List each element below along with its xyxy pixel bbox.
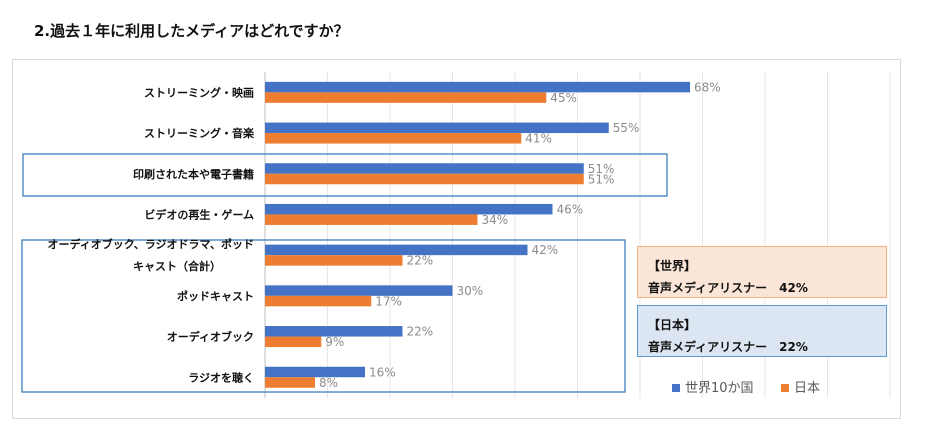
legend-swatch [672, 384, 680, 392]
bar [265, 285, 453, 296]
legend-label: 日本 [794, 381, 820, 396]
bar [265, 255, 403, 266]
info-box-japan: 【日本】 音声メディアリスナー 22% [637, 305, 887, 357]
bar [265, 173, 584, 185]
bar [265, 366, 365, 378]
data-label: 22% [407, 325, 434, 339]
page-title: 2.過去１年に利用したメディアはどれですか？ [34, 22, 349, 40]
bar [265, 133, 522, 144]
bar [265, 122, 609, 134]
bar [265, 326, 403, 337]
data-label: 17% [375, 294, 402, 308]
category-label: ストリーミング・映画 [144, 85, 254, 99]
data-label: 8% [319, 376, 338, 390]
data-label: 41% [525, 132, 552, 146]
data-label: 45% [550, 91, 577, 105]
data-label: 51% [588, 172, 615, 186]
data-label: 22% [407, 254, 434, 268]
info-world-heading: 【世界】 [648, 259, 697, 273]
info-box-world: 【世界】 音声メディアリスナー 42% [637, 246, 887, 298]
category-label: キャスト（合計） [133, 259, 221, 273]
data-label: 55% [613, 121, 640, 135]
bar [265, 81, 690, 93]
info-japan-text: 音声メディアリスナー 22% [648, 340, 808, 354]
data-label: 68% [694, 80, 721, 94]
bar [265, 295, 372, 307]
category-label: 印刷された本や電子書籍 [133, 167, 254, 181]
bar [265, 163, 584, 174]
data-label: 30% [457, 284, 484, 298]
legend-swatch [781, 384, 789, 392]
bar [265, 336, 322, 348]
info-japan-heading: 【日本】 [648, 318, 697, 332]
category-label: オーディオブック [167, 330, 254, 344]
data-label: 34% [482, 213, 509, 227]
data-label: 42% [532, 243, 559, 257]
chart-frame [12, 59, 901, 419]
bar [265, 92, 547, 103]
highlight-box-books [22, 153, 668, 197]
legend-label: 世界10か国 [685, 381, 754, 396]
data-label: 16% [369, 365, 396, 379]
data-label: 9% [325, 335, 344, 349]
data-label: 51% [588, 162, 615, 176]
highlight-box-audio [21, 239, 626, 393]
info-world-text: 音声メディアリスナー 42% [648, 281, 808, 295]
bar [265, 203, 553, 215]
data-label: 46% [557, 202, 584, 216]
category-label: ビデオの再生・ゲーム [144, 207, 254, 221]
bar [265, 244, 528, 256]
category-label: ラジオを聴く [188, 370, 254, 384]
category-label: ポッドキャスト [177, 289, 254, 303]
category-label: オーディオブック、ラジオドラマ、ポッド [48, 237, 254, 251]
bar [265, 377, 315, 388]
category-label: ストリーミング・音楽 [144, 126, 255, 140]
bar [265, 214, 478, 225]
